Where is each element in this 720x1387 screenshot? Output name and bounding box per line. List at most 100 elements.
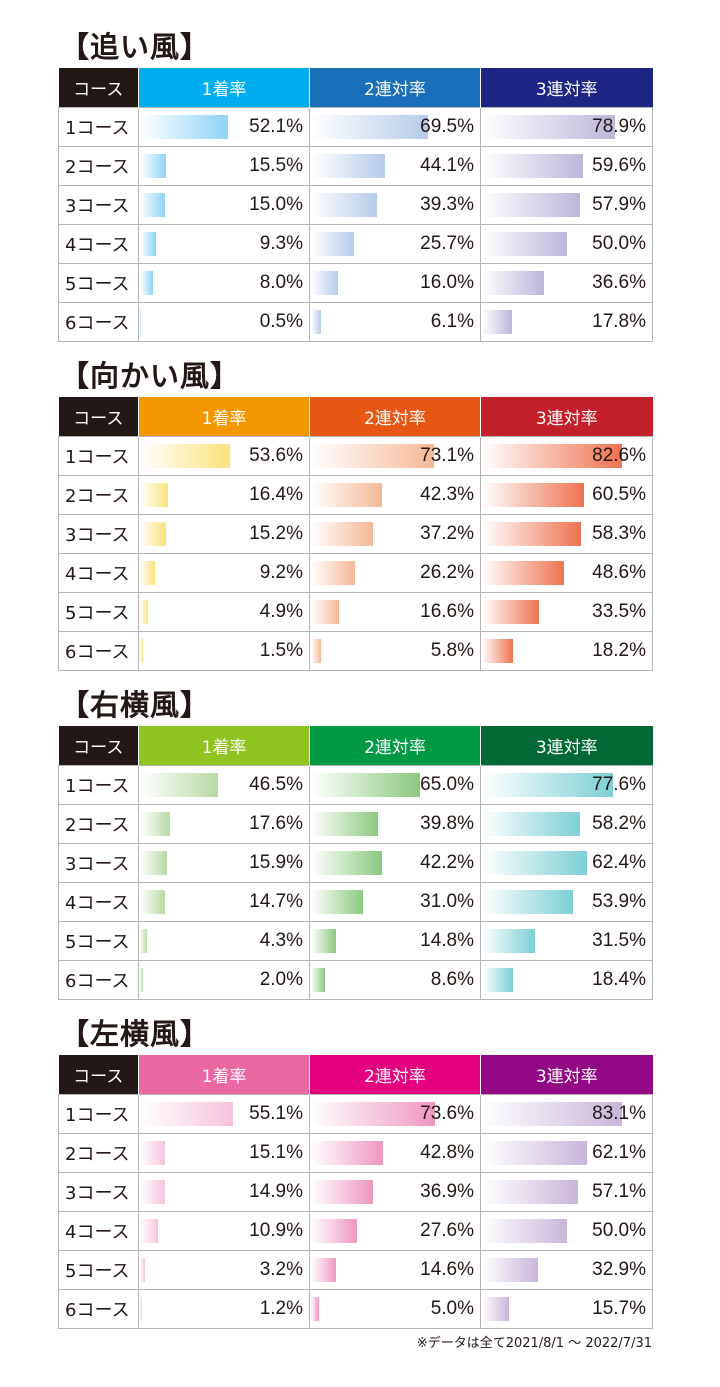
rate-value: 32.9% <box>592 1259 646 1280</box>
rate-value: 39.3% <box>420 194 474 215</box>
table-row: 4コース 9.2% 26.2% 48.6% <box>58 553 653 593</box>
rate-cell: 36.9% <box>309 1172 481 1212</box>
rate-cell: 53.6% <box>138 436 310 476</box>
rate-cell: 4.3% <box>138 921 310 961</box>
rate-cell: 15.1% <box>138 1133 310 1173</box>
rate-bar <box>140 1258 146 1282</box>
course-label: 6コース <box>58 960 139 1000</box>
header-quinella-rate: 2連対率 <box>309 1055 481 1095</box>
rate-bar <box>482 1180 579 1204</box>
rate-bar <box>311 483 383 507</box>
course-label: 5コース <box>58 1250 139 1290</box>
rate-bar <box>140 522 166 546</box>
rate-value: 57.9% <box>592 194 646 215</box>
rate-value: 48.6% <box>592 562 646 583</box>
rate-cell: 42.2% <box>309 843 481 883</box>
rate-cell: 73.6% <box>309 1094 481 1134</box>
rate-bar <box>311 271 338 295</box>
rate-cell: 31.5% <box>480 921 653 961</box>
rate-cell: 39.3% <box>309 185 481 225</box>
rate-bar <box>140 115 228 139</box>
rate-bar <box>311 1141 383 1165</box>
rate-bar <box>482 193 580 217</box>
table-row: 6コース 2.0% 8.6% 18.4% <box>58 960 653 1000</box>
rate-bar <box>482 600 539 624</box>
rate-value: 5.8% <box>430 640 474 661</box>
rate-value: 37.2% <box>420 523 474 544</box>
rate-cell: 42.3% <box>309 475 481 515</box>
rate-cell: 4.9% <box>138 592 310 632</box>
table-row: 2コース 17.6% 39.8% 58.2% <box>58 804 653 844</box>
rate-value: 57.1% <box>592 1181 646 1202</box>
rate-cell: 58.3% <box>480 514 653 554</box>
rate-bar <box>140 561 156 585</box>
table-row: 6コース 0.5% 6.1% 17.8% <box>58 302 653 342</box>
rate-bar <box>140 154 167 178</box>
rate-value: 14.8% <box>420 930 474 951</box>
rate-cell: 2.0% <box>138 960 310 1000</box>
rate-cell: 50.0% <box>480 1211 653 1251</box>
rate-cell: 15.0% <box>138 185 310 225</box>
rate-value: 1.2% <box>259 1298 303 1319</box>
rate-cell: 31.0% <box>309 882 481 922</box>
rate-bar <box>482 890 574 914</box>
section-title: 【左横風】 <box>60 1017 211 1051</box>
rate-cell: 33.5% <box>480 592 653 632</box>
rate-bar <box>482 812 581 836</box>
rate-value: 83.1% <box>592 1103 646 1124</box>
rate-value: 73.1% <box>420 445 474 466</box>
course-label: 3コース <box>58 185 139 225</box>
course-label: 6コース <box>58 631 139 671</box>
table-row: 3コース 15.9% 42.2% 62.4% <box>58 843 653 883</box>
rate-bar <box>311 561 356 585</box>
course-label: 5コース <box>58 921 139 961</box>
rate-value: 8.0% <box>259 272 303 293</box>
rate-value: 42.3% <box>420 484 474 505</box>
rate-cell: 14.9% <box>138 1172 310 1212</box>
course-label: 4コース <box>58 553 139 593</box>
rates-table: コース 1着率 2連対率 3連対率 1コース 46.5% 65.0% 77.6% 2コー… <box>58 726 653 1000</box>
table-row: 4コース 9.3% 25.7% 50.0% <box>58 224 653 264</box>
rate-cell: 48.6% <box>480 553 653 593</box>
rate-cell: 58.2% <box>480 804 653 844</box>
rate-value: 60.5% <box>592 484 646 505</box>
rate-value: 15.2% <box>249 523 303 544</box>
course-label: 1コース <box>58 1094 139 1134</box>
rate-bar <box>140 1141 166 1165</box>
rate-value: 58.2% <box>592 813 646 834</box>
table-row: 3コース 14.9% 36.9% 57.1% <box>58 1172 653 1212</box>
rate-bar <box>140 812 170 836</box>
rate-cell: 17.8% <box>480 302 653 342</box>
rate-bar <box>140 444 231 468</box>
rate-cell: 62.4% <box>480 843 653 883</box>
header-course: コース <box>58 397 139 437</box>
rates-table: コース 1着率 2連対率 3連対率 1コース 53.6% 73.1% 82.6% 2コー… <box>58 397 653 671</box>
rate-value: 31.5% <box>592 930 646 951</box>
course-label: 2コース <box>58 804 139 844</box>
course-label: 3コース <box>58 843 139 883</box>
rate-bar <box>482 444 622 468</box>
rate-bar <box>482 232 567 256</box>
rate-cell: 82.6% <box>480 436 653 476</box>
rate-cell: 57.9% <box>480 185 653 225</box>
rate-value: 50.0% <box>592 233 646 254</box>
rate-value: 6.1% <box>430 311 474 332</box>
rate-value: 15.7% <box>592 1298 646 1319</box>
rate-bar <box>140 1219 159 1243</box>
rate-cell: 39.8% <box>309 804 481 844</box>
rate-value: 17.6% <box>249 813 303 834</box>
rate-bar <box>311 639 321 663</box>
rate-bar <box>140 929 148 953</box>
rate-bar <box>140 968 144 992</box>
rate-bar <box>311 812 378 836</box>
rate-value: 3.2% <box>259 1259 303 1280</box>
header-trio-rate: 3連対率 <box>480 397 653 437</box>
rate-bar <box>482 851 588 875</box>
course-label: 1コース <box>58 765 139 805</box>
rate-bar <box>140 851 167 875</box>
rate-cell: 32.9% <box>480 1250 653 1290</box>
course-label: 3コース <box>58 514 139 554</box>
rate-value: 42.8% <box>420 1142 474 1163</box>
rate-bar <box>311 600 339 624</box>
rate-bar <box>140 773 219 797</box>
